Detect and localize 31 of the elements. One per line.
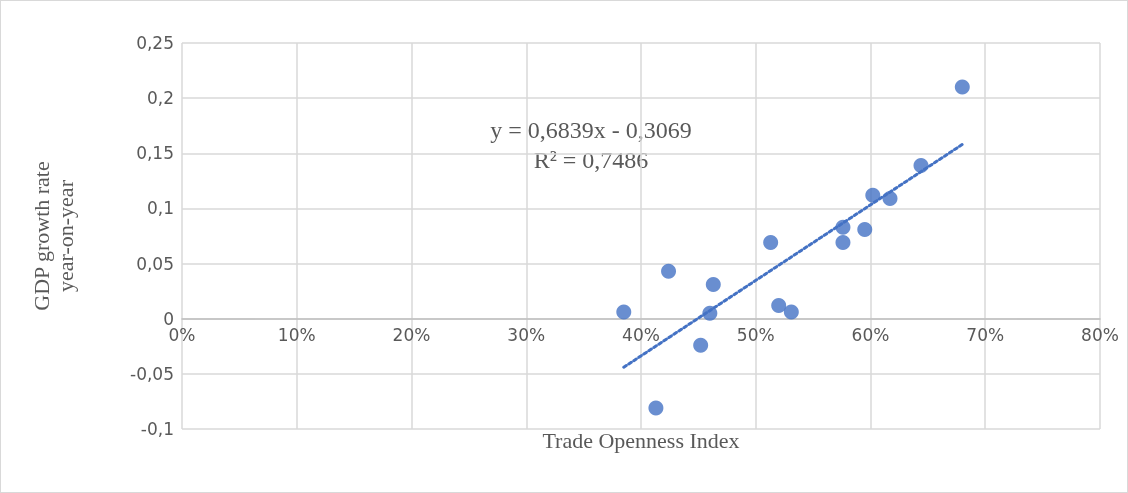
point (705, 277, 721, 293)
x-tick-label: 80% (1081, 324, 1119, 345)
point (783, 304, 799, 320)
point (648, 400, 664, 416)
annotation: R² = 0,7486 (533, 147, 649, 173)
y-tick-label: 0,25 (136, 33, 174, 53)
x-tick-label: 40% (622, 324, 660, 345)
y-axis-title: GDP growth rate year-on-year (28, 161, 78, 311)
y-tick-label: -0,05 (130, 363, 174, 384)
point (771, 297, 787, 313)
point (661, 263, 677, 279)
x-tick-label: 20% (392, 324, 431, 345)
x-axis-title: Trade Openness Index (542, 427, 740, 453)
annotation: y = 0,6839x - 0,3069 (490, 117, 692, 143)
point (835, 235, 851, 251)
y-tick-label: 0,2 (146, 88, 174, 109)
point (865, 187, 881, 203)
x-tick-label: 30% (507, 324, 546, 345)
y-tick-label: 0,1 (146, 198, 174, 219)
y-tick-label: -0,1 (140, 419, 174, 439)
point (616, 304, 632, 320)
y-tick-label: 0,05 (136, 253, 174, 274)
x-tick-label: 50% (736, 324, 775, 345)
point (763, 235, 779, 251)
point (693, 337, 709, 353)
x-tick-label: 60% (851, 324, 890, 345)
x-tick-label: 10% (277, 324, 316, 345)
x-tick-label: 70% (966, 324, 1005, 345)
y-tick-label: 0,15 (136, 143, 174, 164)
point (954, 79, 970, 95)
point (857, 221, 873, 237)
